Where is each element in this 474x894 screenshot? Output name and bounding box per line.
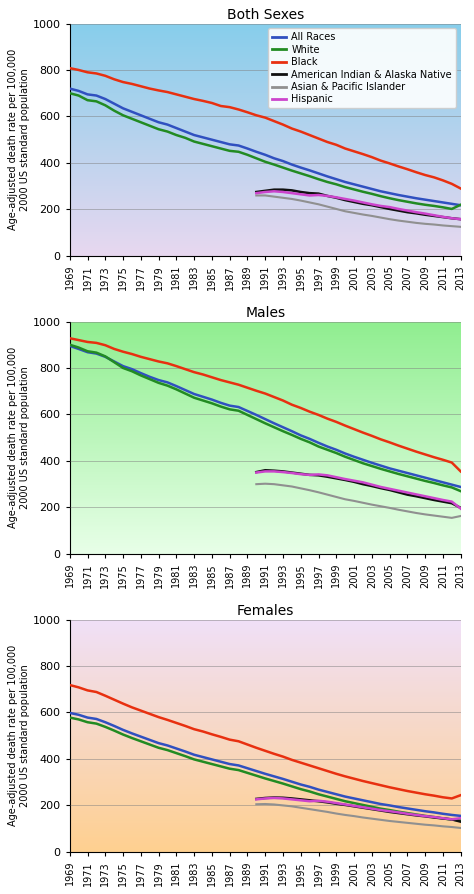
Y-axis label: Age-adjusted death rate per 100,000
2000 US standard population: Age-adjusted death rate per 100,000 2000… <box>9 645 30 826</box>
Y-axis label: Age-adjusted death rate per 100,000
2000 US standard population: Age-adjusted death rate per 100,000 2000… <box>9 347 30 528</box>
Y-axis label: Age-adjusted death rate per 100,000
2000 US standard population: Age-adjusted death rate per 100,000 2000… <box>9 49 30 231</box>
Title: Females: Females <box>237 604 294 619</box>
Legend: All Races, White, Black, American Indian & Alaska Native, Asian & Pacific Island: All Races, White, Black, American Indian… <box>268 29 456 108</box>
Title: Males: Males <box>245 307 285 320</box>
Title: Both Sexes: Both Sexes <box>227 8 304 22</box>
